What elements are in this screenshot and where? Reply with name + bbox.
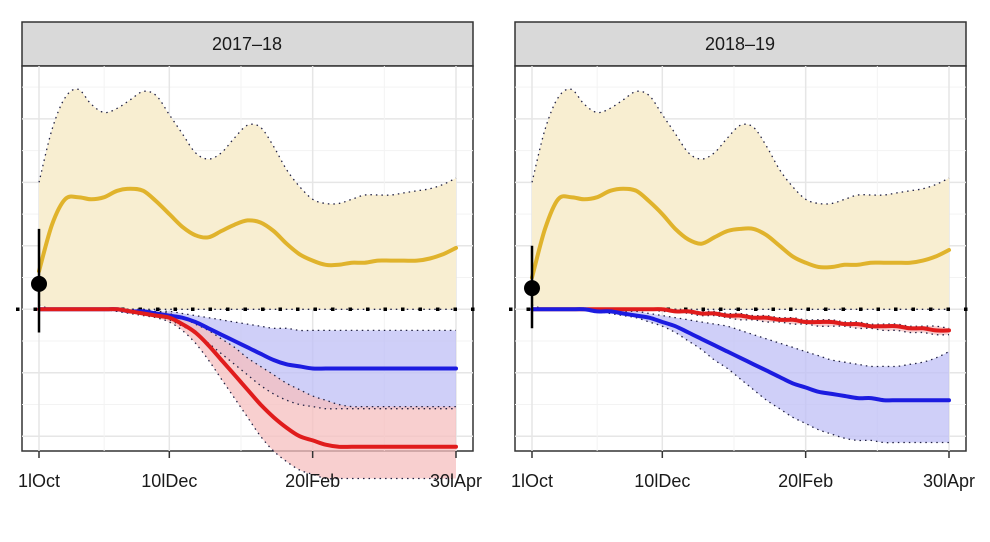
ribbon-bounds: [531, 88, 950, 444]
ribbon-upper-bound: [39, 308, 457, 408]
x-tick-label-1loct: 1lOct: [18, 471, 60, 491]
ribbon-lower-bound: [531, 304, 949, 311]
panel-strip: [21, 21, 474, 67]
series-lines: [530, 186, 951, 403]
x-tick-label-20lfeb: 20lFeb: [778, 471, 833, 491]
observed-point: [31, 275, 47, 292]
series-line: [530, 186, 951, 280]
x-tick-label-1loct: 1lOct: [511, 471, 553, 491]
series-lines: [37, 186, 458, 449]
x-tick-label-10ldec: 10lDec: [141, 471, 197, 491]
series-line: [37, 186, 458, 274]
confidence-ribbon: [532, 89, 949, 310]
series-line: [530, 307, 951, 403]
confidence-ribbon: [39, 309, 456, 479]
panel-title: 2017–18: [212, 34, 282, 54]
ribbon-upper-bound: [39, 308, 456, 332]
x-axis-ticks: [531, 451, 950, 458]
confidence-ribbon: [532, 309, 949, 443]
panel-title: 2018–19: [705, 34, 775, 54]
x-tick-label-20lfeb: 20lFeb: [285, 471, 340, 491]
x-tick-label-10ldec: 10lDec: [634, 471, 690, 491]
ribbons: [39, 89, 456, 479]
ribbon-lower-bound: [532, 308, 950, 336]
observed-point: [524, 280, 540, 297]
x-tick-label-30lapr: 30lApr: [430, 471, 482, 491]
series-line: [37, 307, 458, 449]
x-axis-ticks: [38, 451, 457, 458]
ribbon-bounds: [38, 88, 457, 480]
panel-strip: [514, 21, 967, 67]
confidence-ribbon: [39, 89, 456, 310]
panel-2018-19: 2018–19 1lOct 10lDec 20lFeb 30lApr: [509, 21, 975, 491]
panel-2017-18: 2017–18 1lOct 10lDec 20lFeb 30lApr: [16, 21, 482, 491]
x-tick-label-30lapr: 30lApr: [923, 471, 975, 491]
series-line: [530, 307, 951, 333]
ribbon-lower-bound: [38, 304, 456, 311]
